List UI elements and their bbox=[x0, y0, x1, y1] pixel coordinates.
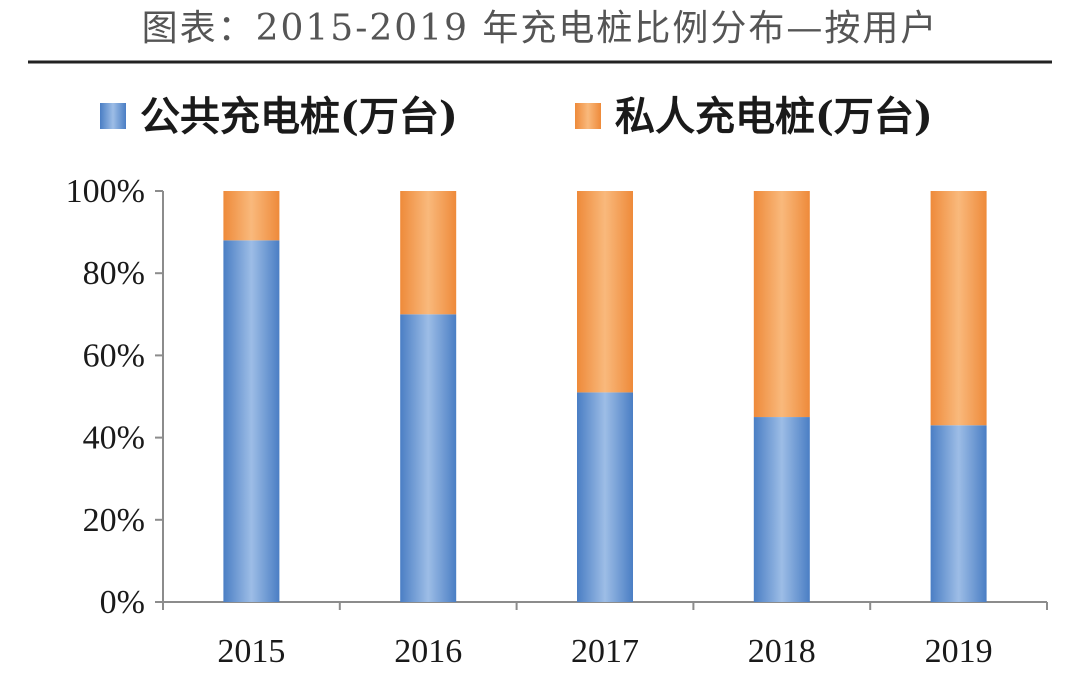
bar-public-2019 bbox=[930, 425, 987, 602]
bar-private-2017 bbox=[577, 191, 633, 393]
legend-swatch-private bbox=[575, 103, 601, 129]
legend: 公共充电桩(万台) 私人充电桩(万台) bbox=[100, 93, 933, 140]
bar-private-2015 bbox=[223, 191, 280, 241]
y-tick-label: 100% bbox=[66, 173, 145, 210]
bar-private-2016 bbox=[400, 191, 457, 315]
legend-label-private: 私人充电桩(万台) bbox=[615, 93, 933, 140]
legend-swatch-public bbox=[100, 103, 126, 129]
y-tick-label: 0% bbox=[100, 584, 145, 621]
y-tick-label: 20% bbox=[83, 502, 145, 539]
x-tick-label: 2017 bbox=[571, 633, 639, 670]
x-tick-label: 2019 bbox=[925, 633, 993, 670]
x-tick-label: 2016 bbox=[394, 633, 462, 670]
bar-public-2015 bbox=[223, 240, 280, 602]
bar-private-2019 bbox=[930, 191, 987, 426]
plot-area: 0% 20% 40% 60% 80% 100% 2015 2016 2017 2018 2019 bbox=[66, 173, 1048, 670]
bar-private-2018 bbox=[753, 191, 810, 418]
bar-public-2017 bbox=[577, 392, 633, 602]
x-tick-label: 2018 bbox=[748, 633, 816, 670]
y-tick-label: 60% bbox=[83, 337, 145, 374]
x-tick-label: 2015 bbox=[217, 633, 285, 670]
bar-public-2018 bbox=[753, 417, 810, 602]
legend-label-public: 公共充电桩(万台) bbox=[140, 93, 458, 140]
y-tick-label: 40% bbox=[83, 420, 145, 457]
y-tick-label: 80% bbox=[83, 255, 145, 292]
bar-public-2016 bbox=[400, 314, 457, 602]
chart-title: 图表：2015-2019 年充电桩比例分布—按用户 bbox=[142, 8, 939, 49]
